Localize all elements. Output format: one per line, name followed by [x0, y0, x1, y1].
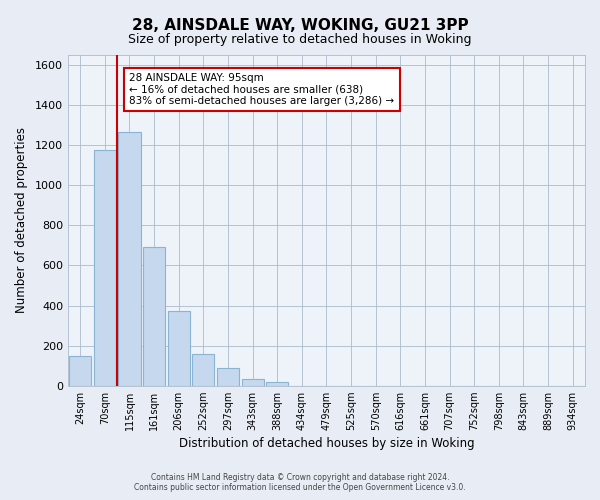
Bar — [217, 368, 239, 386]
Bar — [118, 132, 140, 386]
Bar — [167, 310, 190, 386]
Bar — [242, 378, 263, 386]
Bar — [94, 150, 116, 386]
Bar — [143, 248, 165, 386]
Bar — [266, 382, 289, 386]
Y-axis label: Number of detached properties: Number of detached properties — [15, 128, 28, 314]
Text: 28 AINSDALE WAY: 95sqm
← 16% of detached houses are smaller (638)
83% of semi-de: 28 AINSDALE WAY: 95sqm ← 16% of detached… — [130, 73, 395, 106]
Bar — [192, 354, 214, 386]
Text: Size of property relative to detached houses in Woking: Size of property relative to detached ho… — [128, 32, 472, 46]
Bar — [69, 356, 91, 386]
Text: 28, AINSDALE WAY, WOKING, GU21 3PP: 28, AINSDALE WAY, WOKING, GU21 3PP — [131, 18, 469, 32]
X-axis label: Distribution of detached houses by size in Woking: Distribution of detached houses by size … — [179, 437, 474, 450]
Text: Contains HM Land Registry data © Crown copyright and database right 2024.
Contai: Contains HM Land Registry data © Crown c… — [134, 473, 466, 492]
